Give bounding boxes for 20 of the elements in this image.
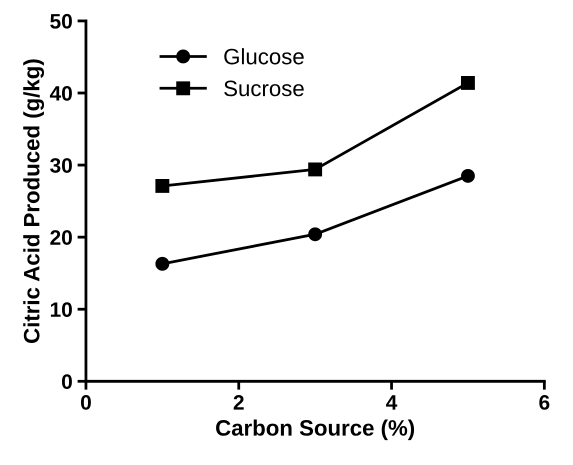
x-tick-label: 2 [234,395,244,410]
legend-label: Sucrose [224,80,304,96]
y-tick-label: 10 [50,302,72,317]
y-axis-title: Citric Acid Produced (g/kg) [23,59,44,343]
x-tick-label: 4 [386,395,398,410]
x-axis-title: Carbon Source (%) [216,419,414,440]
point [155,179,170,193]
y-tick-label: 0 [62,374,72,390]
y-tick-label: 30 [50,158,72,173]
x-tick-label: 0 [80,395,91,410]
legend-label: Glucose [224,48,304,64]
point [461,76,475,90]
point [461,168,475,183]
point [308,227,322,242]
y-tick-label: 40 [50,86,72,101]
point [155,256,170,271]
y-tick-label: 50 [50,14,72,29]
point [308,162,322,176]
x-tick-label: 6 [539,395,550,410]
y-tick-label: 20 [50,230,72,245]
